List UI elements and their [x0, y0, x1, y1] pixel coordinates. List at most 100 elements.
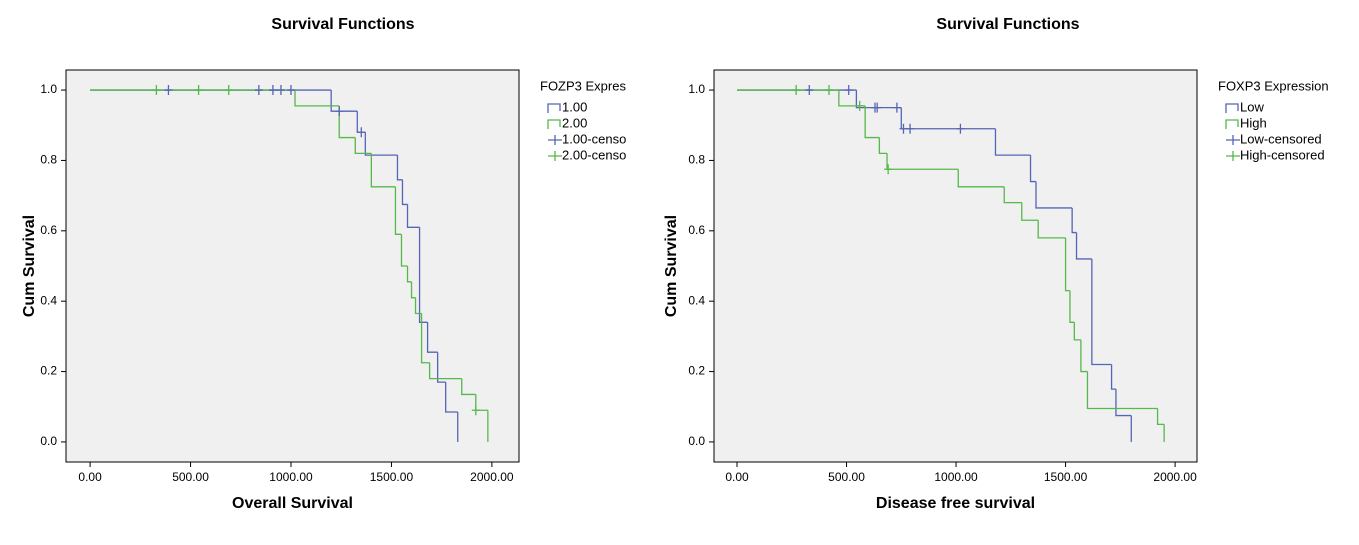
legend-label: 2.00: [562, 115, 587, 130]
x-tick-label: 1500.00: [370, 470, 414, 484]
survival-step: [1003, 186, 1022, 204]
censor-mark: [224, 85, 233, 96]
y-tick-label: 0.0: [40, 434, 57, 448]
survival-step: [864, 105, 880, 139]
survival-step: [461, 378, 476, 396]
legend-label: 1.00: [562, 99, 587, 114]
legend-title: FOZP3 Expres: [540, 78, 626, 93]
x-tick-label: 1000.00: [934, 470, 978, 484]
survival-step: [1091, 258, 1112, 366]
legend-symbol: [1225, 103, 1239, 113]
x-axis-label: Disease free survival: [876, 495, 1035, 512]
legend-label: 2.00-censo: [562, 147, 626, 162]
survival-step: [1069, 290, 1075, 323]
legend-symbol: [1226, 151, 1240, 161]
y-tick-label: 0.8: [688, 153, 705, 167]
plot-area: [65, 69, 520, 463]
survival-step: [445, 382, 458, 413]
x-tick-label: 2000.00: [470, 470, 514, 484]
legend-label: 1.00-censo: [562, 131, 626, 146]
chart-title: Survival Functions: [936, 16, 1079, 33]
censor-mark: [805, 85, 814, 96]
censor-mark: [254, 85, 263, 96]
survival-step: [420, 313, 430, 364]
censor-mark: [164, 85, 173, 96]
legend-label: Low: [1240, 99, 1264, 114]
survival-step: [394, 186, 402, 235]
legend-label: Low-censored: [1240, 131, 1322, 146]
y-tick-label: 1.0: [688, 82, 705, 96]
survival-step: [414, 297, 422, 315]
x-tick-label: 0.00: [725, 470, 749, 484]
survival-step: [401, 179, 408, 206]
censor-mark: [152, 85, 161, 96]
y-axis-label: Cum Survival: [663, 215, 680, 317]
survival-step: [396, 155, 403, 181]
survival-step: [330, 90, 358, 112]
y-tick-label: 0.2: [40, 364, 57, 378]
censor-mark: [892, 102, 901, 113]
y-tick-label: 1.0: [40, 82, 57, 96]
legend-symbol: [547, 119, 561, 129]
chart-title: Survival Functions: [271, 16, 414, 33]
survival-step: [364, 132, 398, 156]
censor-mark: [884, 164, 893, 175]
censor-mark: [792, 85, 801, 96]
survival-step: [1064, 237, 1070, 292]
legend-label: High: [1240, 115, 1267, 130]
survival-step: [1156, 408, 1165, 425]
survival-step: [406, 266, 412, 283]
survival-step: [428, 362, 462, 380]
survival-step: [294, 90, 340, 107]
survival-step: [1080, 339, 1088, 373]
y-axis-label: Cum Survival: [21, 215, 38, 317]
censor-mark: [357, 127, 366, 138]
y-tick-label: 0.4: [688, 293, 705, 307]
y-tick-label: 0.4: [40, 293, 57, 307]
y-tick-label: 0.8: [40, 153, 57, 167]
censor-mark: [956, 123, 965, 134]
survival-step: [406, 204, 420, 228]
survival-step: [1037, 220, 1066, 239]
x-tick-label: 500.00: [828, 470, 865, 484]
survival-step: [957, 169, 1005, 188]
survival-step: [1029, 155, 1036, 183]
legend-title: FOXP3 Expression: [1218, 78, 1329, 93]
survival-step: [418, 227, 428, 323]
legend-symbol: [548, 135, 562, 145]
censor-mark: [844, 85, 853, 96]
legend-symbol: [547, 103, 561, 113]
survival-step: [1073, 322, 1081, 341]
survival-step: [855, 90, 902, 109]
survival-step: [426, 322, 438, 353]
legend-symbol: [1225, 119, 1239, 129]
legend: FOXP3 Expression LowHighLow-censoredHigh-…: [1218, 78, 1329, 162]
y-tick-label: 0.0: [688, 434, 705, 448]
censor-mark: [335, 106, 344, 117]
censor-mark: [471, 405, 480, 416]
y-tick-label: 0.2: [688, 364, 705, 378]
survival-step: [410, 281, 416, 299]
survival-step: [354, 137, 372, 155]
y-tick-label: 0.6: [40, 223, 57, 237]
x-tick-label: 500.00: [172, 470, 209, 484]
censor-mark: [825, 85, 833, 96]
x-tick-label: 0.00: [78, 470, 102, 484]
censor-mark: [873, 102, 882, 113]
survival-step: [436, 352, 446, 383]
survival-step: [370, 153, 396, 188]
survival-step: [338, 105, 356, 139]
survival-step: [400, 234, 408, 267]
censor-mark: [286, 85, 295, 96]
x-tick-label: 1500.00: [1044, 470, 1088, 484]
survival-step: [994, 128, 1031, 156]
survival-step: [1035, 181, 1073, 209]
survival-step: [1115, 389, 1132, 417]
censor-mark: [194, 85, 203, 96]
y-tick-label: 0.6: [688, 223, 705, 237]
survival-step: [1071, 207, 1077, 234]
censor-mark: [268, 85, 277, 96]
survival-step: [1110, 364, 1116, 390]
